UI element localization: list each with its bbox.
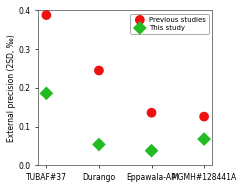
Y-axis label: External precision (2SD, ‰): External precision (2SD, ‰) <box>7 34 16 142</box>
This study <box>202 138 206 141</box>
This study <box>44 92 48 95</box>
Legend: Previous studies, This study: Previous studies, This study <box>130 14 208 34</box>
Previous studies <box>97 69 101 72</box>
Previous studies <box>44 14 48 17</box>
Previous studies <box>202 115 206 118</box>
This study <box>97 143 101 146</box>
This study <box>150 149 154 152</box>
Previous studies <box>150 111 154 114</box>
